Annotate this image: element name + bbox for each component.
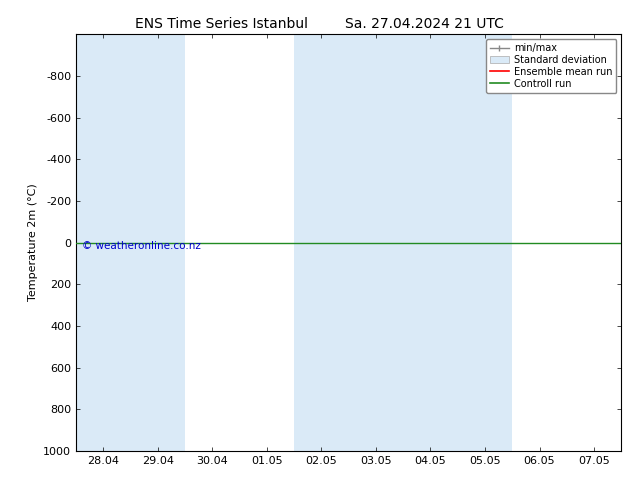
Bar	[76, 34, 131, 451]
Text: ENS Time Series Istanbul: ENS Time Series Istanbul	[136, 17, 308, 31]
Text: Sa. 27.04.2024 21 UTC: Sa. 27.04.2024 21 UTC	[346, 17, 504, 31]
Y-axis label: Temperature 2m (°C): Temperature 2m (°C)	[28, 184, 37, 301]
Text: © weatheronline.co.nz: © weatheronline.co.nz	[82, 241, 200, 251]
Bar	[131, 34, 185, 451]
Bar	[403, 34, 458, 451]
Bar	[349, 34, 403, 451]
Bar	[458, 34, 512, 451]
Legend: min/max, Standard deviation, Ensemble mean run, Controll run: min/max, Standard deviation, Ensemble me…	[486, 39, 616, 93]
Bar	[294, 34, 349, 451]
